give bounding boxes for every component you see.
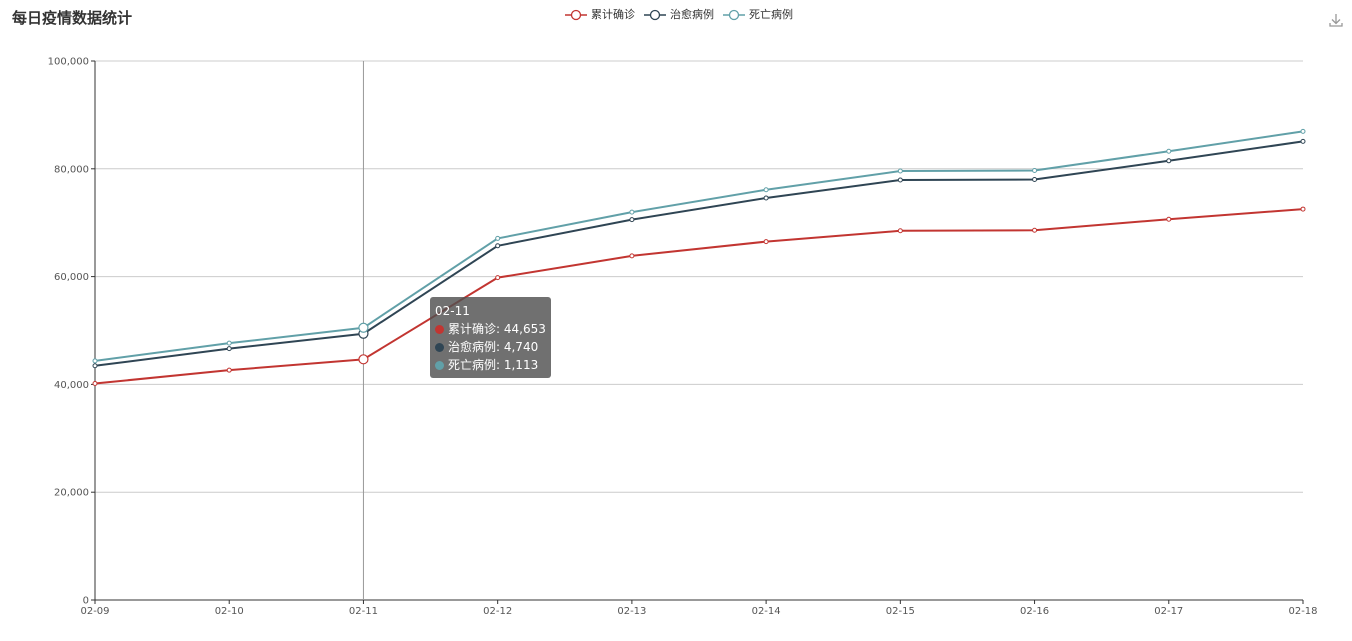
legend-item-dead[interactable]: 死亡病例 <box>723 7 793 23</box>
y-tick-label: 20,000 <box>54 488 89 499</box>
y-tick-label: 0 <box>83 596 89 607</box>
legend-label: 死亡病例 <box>749 8 793 21</box>
legend-marker-icon <box>723 9 745 21</box>
x-tick-label: 02-18 <box>1288 606 1317 617</box>
y-tick-label: 100,000 <box>48 57 89 68</box>
tooltip-dot-cured <box>435 342 444 352</box>
series-line-cured[interactable] <box>94 140 1304 367</box>
data-point-cured[interactable] <box>495 243 501 249</box>
grid-lines <box>95 60 1303 493</box>
legend: 累计确诊 治愈病例 死亡病例 <box>565 7 793 23</box>
data-point-dead[interactable] <box>1166 148 1172 154</box>
data-point-dead[interactable] <box>629 209 635 215</box>
x-tick-label: 02-14 <box>752 606 781 617</box>
data-point-cured[interactable] <box>226 346 232 352</box>
data-point-dead[interactable] <box>1300 128 1306 134</box>
tooltip-label-dead: 死亡病例: 1,113 <box>448 358 539 372</box>
axes: 0 20,000 40,000 60,000 80,000 100,000 02-09 02-… <box>48 57 1318 618</box>
legend-item-confirmed[interactable]: 累计确诊 <box>565 7 635 23</box>
data-point-confirmed[interactable] <box>92 380 98 386</box>
x-tick-label: 02-17 <box>1154 606 1183 617</box>
data-point-cured[interactable] <box>1032 177 1038 183</box>
data-point-confirmed[interactable] <box>358 354 369 365</box>
tooltip-row-dead: 死亡病例: 1,113 <box>435 356 546 374</box>
chart-title: 每日疫情数据统计 <box>12 9 133 27</box>
y-tick-label: 60,000 <box>54 272 89 283</box>
data-point-dead[interactable] <box>763 187 769 193</box>
series-line-confirmed[interactable] <box>94 208 1304 385</box>
x-tick-label: 02-12 <box>483 606 512 617</box>
download-icon <box>1329 14 1343 27</box>
data-point-cured[interactable] <box>1300 138 1306 144</box>
data-point-cured[interactable] <box>897 177 903 183</box>
tooltip: 02-11 累计确诊: 44,653 治愈病例: 4,740 死亡病例: 1,1… <box>430 297 551 378</box>
legend-label: 累计确诊 <box>591 8 635 21</box>
data-point-dead[interactable] <box>92 358 98 364</box>
x-tick-label: 02-10 <box>215 606 244 617</box>
data-point-confirmed[interactable] <box>1032 227 1038 233</box>
x-tick-label: 02-15 <box>886 606 915 617</box>
data-point-confirmed[interactable] <box>1166 216 1172 222</box>
tooltip-date: 02-11 <box>435 304 470 318</box>
data-point-cured[interactable] <box>763 195 769 201</box>
legend-label: 治愈病例 <box>670 8 714 21</box>
series-lines <box>92 128 1306 386</box>
data-point-cured[interactable] <box>1166 158 1172 164</box>
data-point-confirmed[interactable] <box>226 367 232 373</box>
series-line-dead[interactable] <box>94 130 1304 362</box>
x-tick-label: 02-13 <box>617 606 646 617</box>
download-button[interactable] <box>1328 12 1344 28</box>
data-point-confirmed[interactable] <box>1300 206 1306 212</box>
data-point-confirmed[interactable] <box>897 228 903 234</box>
tooltip-dot-confirmed <box>435 324 444 334</box>
tooltip-row-cured: 治愈病例: 4,740 <box>435 338 546 356</box>
data-point-dead[interactable] <box>897 168 903 174</box>
legend-marker-icon <box>644 9 666 21</box>
data-point-confirmed[interactable] <box>763 239 769 245</box>
data-point-confirmed[interactable] <box>495 275 501 281</box>
x-tick-label: 02-16 <box>1020 606 1049 617</box>
tooltip-dot-dead <box>435 360 444 370</box>
data-point-cured[interactable] <box>92 363 98 369</box>
legend-item-cured[interactable]: 治愈病例 <box>644 7 714 23</box>
data-point-cured[interactable] <box>629 217 635 223</box>
data-point-confirmed[interactable] <box>629 253 635 259</box>
tooltip-label-cured: 治愈病例: 4,740 <box>448 340 539 354</box>
x-tick-label: 02-11 <box>349 606 378 617</box>
y-tick-label: 80,000 <box>54 164 89 175</box>
tooltip-row-confirmed: 累计确诊: 44,653 <box>435 320 546 338</box>
legend-marker-icon <box>565 9 587 21</box>
data-point-dead[interactable] <box>226 340 232 346</box>
data-point-dead[interactable] <box>1032 168 1038 174</box>
tooltip-label-confirmed: 累计确诊: 44,653 <box>448 322 546 336</box>
x-tick-label: 02-09 <box>80 606 109 617</box>
data-point-dead[interactable] <box>495 235 501 241</box>
y-tick-label: 40,000 <box>54 380 89 391</box>
data-point-dead[interactable] <box>358 322 369 333</box>
